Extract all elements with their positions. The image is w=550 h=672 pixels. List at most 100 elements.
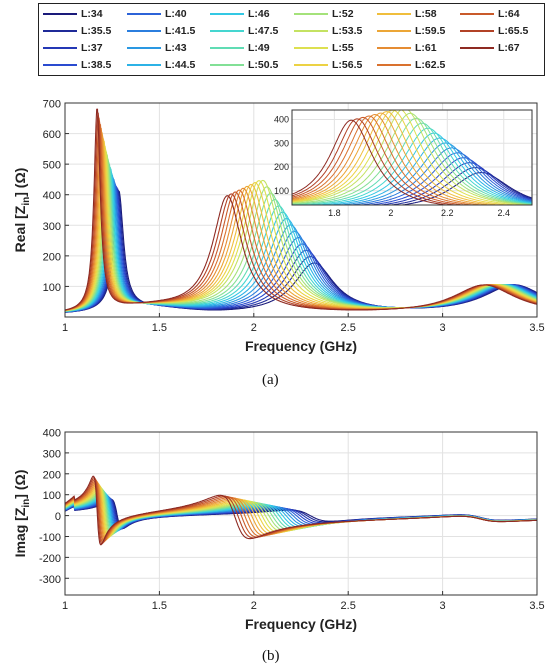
legend-item: L:34 (43, 7, 103, 21)
legend-label: L:61 (415, 42, 437, 54)
inset-series-line (292, 110, 515, 205)
inset-series-line (387, 167, 532, 205)
legend-swatch (43, 47, 77, 49)
legend-swatch (460, 30, 494, 32)
legend-item: L:38.5 (43, 58, 111, 72)
legend-label: L:43 (165, 42, 187, 54)
legend-label: L:67 (498, 42, 520, 54)
legend-swatch (294, 13, 328, 15)
y-axis-label-tail: ] (Ω) (12, 168, 28, 197)
legend-label: L:55 (332, 42, 354, 54)
y-tick-label: 400 (43, 190, 61, 202)
legend: L:34 L:35.5 L:37 L:38.5 L:40 L:41.5 L:43 L:44.5… (38, 3, 545, 76)
y-tick-label: -200 (39, 553, 61, 565)
x-tick-label: 1.5 (152, 322, 167, 334)
inset-x-tick-label: 2 (388, 208, 393, 218)
caption-b: (b) (262, 648, 280, 664)
y-tick-label: -300 (39, 574, 61, 586)
y-tick-label: 200 (43, 251, 61, 263)
x-tick-label: 2.5 (341, 600, 356, 612)
y-axis-label: Real [Zin] (Ω) (12, 168, 32, 253)
legend-item: L:41.5 (127, 24, 195, 38)
legend-swatch (294, 64, 328, 66)
inset-frame (291, 109, 533, 206)
plot-frame (64, 102, 538, 318)
legend-swatch (43, 30, 77, 32)
inset-series-line (292, 110, 524, 205)
x-axis-label: Frequency (GHz) (245, 616, 357, 632)
legend-swatch (43, 13, 77, 15)
legend-item: L:62.5 (377, 58, 445, 72)
y-axis-label-subscript: in (21, 499, 32, 508)
legend-swatch (377, 13, 411, 15)
inset-series-line (292, 110, 532, 205)
inset-series-line (292, 113, 487, 205)
series-line (65, 475, 537, 546)
inset-series-group (292, 110, 532, 205)
x-tick-label: 1 (62, 322, 68, 334)
inset-x-tick-label: 2.2 (441, 208, 454, 218)
legend-item: L:53.5 (294, 24, 362, 38)
legend-label: L:46 (248, 8, 270, 20)
inset-series-line (292, 122, 532, 205)
x-tick-label: 3.5 (529, 600, 544, 612)
y-axis-label-main: Imag [Z (12, 507, 28, 557)
inset-series-line (292, 115, 478, 205)
inset-y-tick-label: 400 (274, 115, 289, 125)
series-line (65, 108, 537, 311)
legend-item: L:50.5 (210, 58, 278, 72)
legend-swatch (127, 47, 161, 49)
legend-label: L:64 (498, 8, 520, 20)
x-tick-label: 3 (440, 600, 446, 612)
inset-series-line (333, 142, 532, 205)
legend-label: L:52 (332, 8, 354, 20)
legend-label: L:47.5 (248, 25, 279, 37)
legend-item: L:46 (210, 7, 270, 21)
legend-swatch (377, 47, 411, 49)
inset-series-line (366, 157, 532, 205)
y-tick-label: 200 (43, 469, 61, 481)
plot-frame (64, 431, 538, 596)
chart-imag-zin: 1 1.5 2 2.5 3 3.5 -300 -200 -100 0 100 200 300 400 Fre… (12, 428, 545, 633)
legend-item: L:58 (377, 7, 437, 21)
legend-swatch (210, 13, 244, 15)
legend-label: L:53.5 (332, 25, 363, 37)
inset-series-line (356, 152, 532, 205)
legend-item: L:35.5 (43, 24, 111, 38)
inset-series-line (292, 111, 506, 205)
y-tick-label: 100 (43, 282, 61, 294)
legend-label: L:58 (415, 8, 437, 20)
inset-x-tick-label: 1.8 (328, 208, 341, 218)
legend-item: L:43 (127, 41, 187, 55)
legend-item: L:40 (127, 7, 187, 21)
legend-swatch (43, 64, 77, 66)
inset-y-tick-label: 200 (274, 162, 289, 172)
legend-item: L:59.5 (377, 24, 445, 38)
x-tick-label: 2.5 (341, 322, 356, 334)
x-tick-label: 1.5 (152, 600, 167, 612)
series-group (65, 108, 537, 313)
x-tick-label: 2 (251, 322, 257, 334)
y-axis-label-main: Real [Z (12, 205, 28, 252)
x-tick-label: 2 (251, 600, 257, 612)
legend-swatch (377, 64, 411, 66)
y-tick-label: 400 (43, 428, 61, 440)
legend-swatch (294, 47, 328, 49)
legend-label: L:40 (165, 8, 187, 20)
legend-swatch (294, 30, 328, 32)
legend-swatch (127, 64, 161, 66)
chart-real-zin: 1 1.5 2 2.5 3 3.5 100 200 300 400 500 600 700 Frequen… (12, 99, 545, 355)
y-tick-label: 100 (43, 490, 61, 502)
x-tick-label: 3 (440, 322, 446, 334)
y-tick-label: 700 (43, 99, 61, 111)
legend-item: L:61 (377, 41, 437, 55)
y-tick-label: 300 (43, 448, 61, 460)
y-axis-label-subscript: in (21, 197, 32, 206)
legend-label: L:44.5 (165, 59, 196, 71)
inset-series-line (292, 112, 496, 205)
x-tick-label: 3.5 (529, 322, 544, 334)
y-tick-label: 300 (43, 221, 61, 233)
caption-a: (a) (262, 372, 279, 388)
legend-swatch (210, 30, 244, 32)
